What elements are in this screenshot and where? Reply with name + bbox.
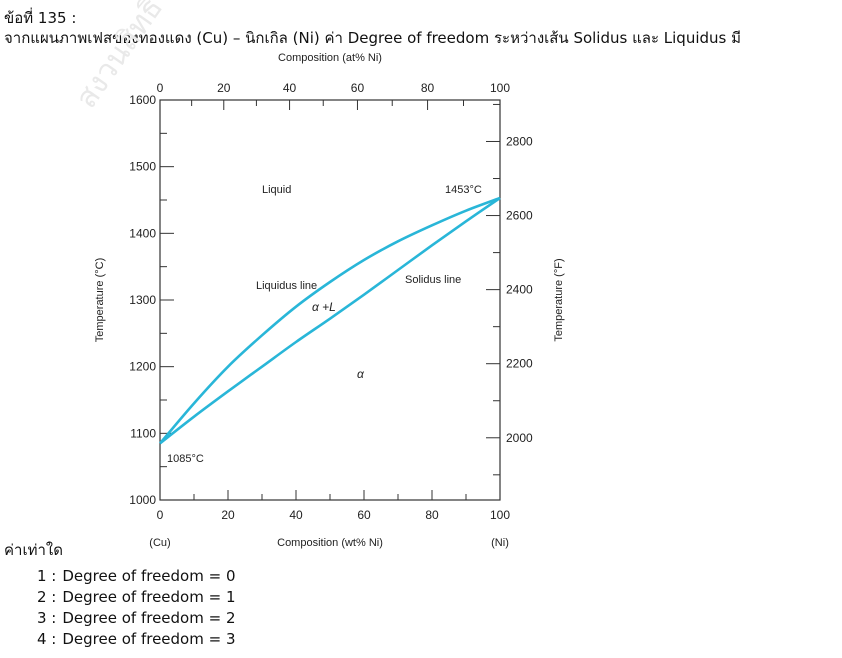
x-tick-label: 20 xyxy=(221,508,235,522)
label-alpha-plus-l: α +L xyxy=(312,300,336,314)
y-axis-label: Temperature (°C) xyxy=(94,258,106,342)
y-tick-label: 1400 xyxy=(129,226,156,240)
x-tick-label: 40 xyxy=(289,508,303,522)
top-tick-label: 0 xyxy=(157,81,164,95)
answer-choice-4[interactable]: 4 : Degree of freedom = 3 xyxy=(37,629,236,650)
y2-axis-label: Temperature (°F) xyxy=(553,258,565,341)
answer-choices: 1 : Degree of freedom = 0 2 : Degree of fre… xyxy=(37,566,236,650)
y2-tick-label: 2200 xyxy=(506,357,533,371)
liquidus-line xyxy=(159,196,501,445)
top-tick-label: 20 xyxy=(217,81,231,95)
choice-text: Degree of freedom = 0 xyxy=(62,567,236,585)
y-tick-label: 1500 xyxy=(129,160,156,174)
svg-text:สงวนสิทธิ์: สงวนสิทธิ์ xyxy=(65,0,172,115)
choice-number: 4 : xyxy=(37,630,57,648)
y2-tick-label: 2000 xyxy=(506,431,533,445)
y-tick-label: 1300 xyxy=(129,293,156,307)
label-1085: 1085°C xyxy=(167,453,204,465)
answer-choice-1[interactable]: 1 : Degree of freedom = 0 xyxy=(37,566,236,587)
x-tick-label: 60 xyxy=(357,508,371,522)
x-end-label-left: (Cu) xyxy=(149,537,170,549)
choice-number: 1 : xyxy=(37,567,57,585)
y-tick-label: 1000 xyxy=(129,493,156,507)
choice-number: 2 : xyxy=(37,588,57,606)
top-tick-label: 40 xyxy=(283,81,297,95)
top-axis-label: Composition (at% Ni) xyxy=(278,52,382,64)
y-tick-label: 1200 xyxy=(129,360,156,374)
label-liquidus-line: Liquidus line xyxy=(256,280,317,292)
watermark: สงวนสิทธิ์ xyxy=(65,0,172,115)
top-tick-label: 80 xyxy=(421,81,435,95)
answer-choice-2[interactable]: 2 : Degree of freedom = 1 xyxy=(37,587,236,608)
label-solidus-line: Solidus line xyxy=(405,274,461,286)
choice-text: Degree of freedom = 3 xyxy=(62,630,236,648)
choice-number: 3 : xyxy=(37,609,57,627)
question-text: จากแผนภาพเฟสของทองแดง (Cu) – นิกเกิล (Ni… xyxy=(4,29,741,47)
top-tick-label: 100 xyxy=(490,81,510,95)
question-number: ข้อที่ 135 : xyxy=(4,9,77,27)
y-tick-label: 1100 xyxy=(130,426,156,440)
solidus-line xyxy=(159,196,501,445)
label-alpha: α xyxy=(357,367,365,381)
label-liquid: Liquid xyxy=(262,184,291,196)
x-tick-label: 0 xyxy=(157,508,164,522)
top-tick-label: 60 xyxy=(351,81,365,95)
choice-text: Degree of freedom = 1 xyxy=(62,588,236,606)
question-continuation: ค่าเท่าใด xyxy=(4,541,63,559)
x-tick-label: 100 xyxy=(490,508,510,522)
x-axis-label: Composition (wt% Ni) xyxy=(277,537,383,549)
answer-choice-3[interactable]: 3 : Degree of freedom = 2 xyxy=(37,608,236,629)
y2-tick-label: 2600 xyxy=(506,209,533,223)
y-tick-label: 1600 xyxy=(129,93,156,107)
label-1453: 1453°C xyxy=(445,184,482,196)
x-tick-label: 80 xyxy=(425,508,439,522)
choice-text: Degree of freedom = 2 xyxy=(62,609,236,627)
x-end-label-right: (Ni) xyxy=(491,537,509,549)
y2-tick-label: 2400 xyxy=(506,283,533,297)
y2-tick-label: 2800 xyxy=(506,134,533,148)
